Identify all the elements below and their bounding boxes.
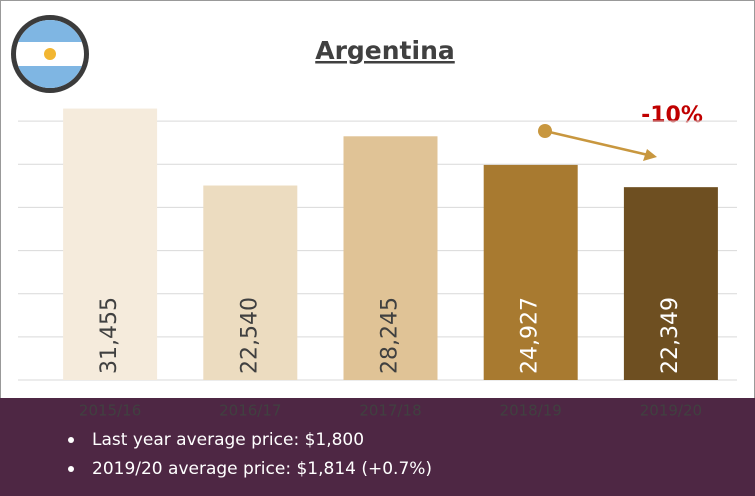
x-tick-label: 2019/20 [640,402,702,420]
x-tick-label: 2017/18 [359,402,421,420]
bar [483,164,578,380]
bar [63,108,158,380]
value-label: 22,540 [237,297,262,374]
annotation: -10% [641,103,703,128]
chart-title: Argentina [315,36,455,65]
note: 2019/20 average price: $1,814 (+0.7%) [92,459,432,479]
value-label: 31,455 [97,297,122,374]
bar [343,136,438,380]
bar [623,187,718,380]
value-label: 22,349 [658,297,683,374]
bar [203,185,298,380]
flag [11,15,89,93]
x-tick-label: 2015/16 [79,402,141,420]
x-tick-label: 2018/19 [500,402,562,420]
bullet [68,437,74,443]
trend-arrow [538,124,657,161]
bullet [68,466,74,472]
note: Last year average price: $1,800 [92,430,364,450]
value-label: 24,927 [518,297,543,374]
value-label: 28,245 [378,297,403,374]
x-tick-label: 2016/17 [219,402,281,420]
footer [0,398,755,496]
